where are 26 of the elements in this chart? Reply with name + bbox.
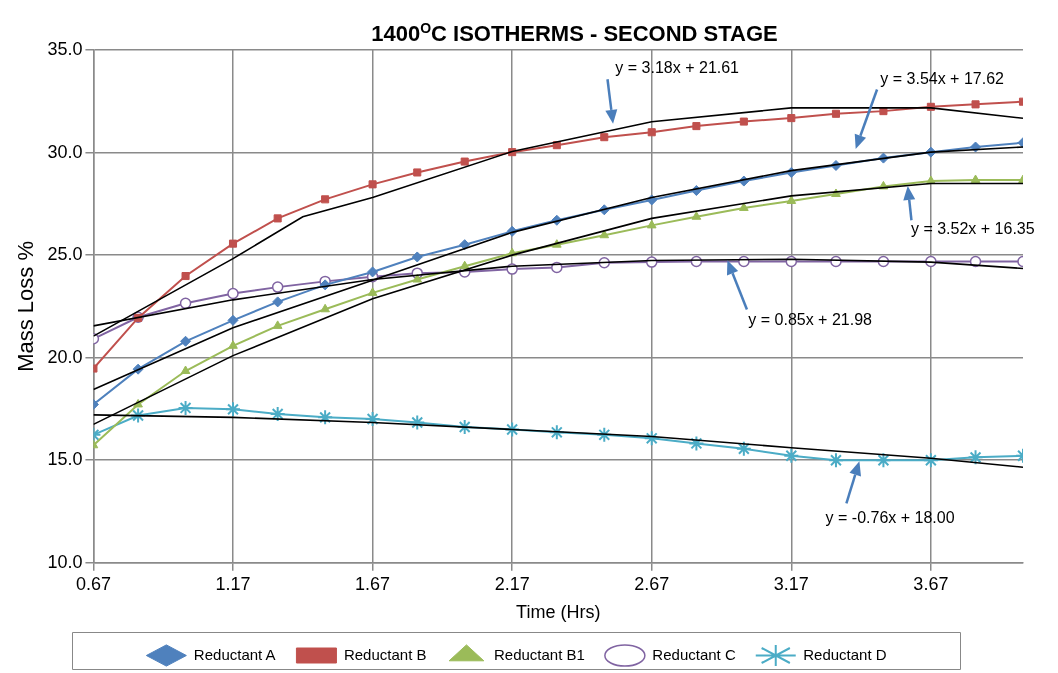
y-tick-label: 25.0 [47,244,83,265]
y-tick-label: 10.0 [47,551,83,572]
x-tick-label: 2.67 [634,573,670,594]
y-tick-label: 35.0 [47,38,83,59]
annotation: y = -0.76x + 18.00 [825,509,955,527]
chart-title: 1400$^{O}$C ISOTHERMS - SECOND STAGE [370,20,779,48]
legend-label: Reductant B1 [493,645,585,663]
x-tick-label: 3.17 [773,573,809,594]
y-axis-title: Mass Loss % [13,240,39,372]
x-axis-title: Time (Hrs) [516,602,601,623]
annotation: y = 3.52x + 16.35 [910,220,1035,238]
y-tick-label: 30.0 [47,141,83,162]
legend-label: Reductant B [343,645,427,663]
annotation: y = 3.18x + 21.61 [615,58,740,76]
x-tick-label: 1.67 [355,573,391,594]
annotation: y = 3.54x + 17.62 [880,69,1005,87]
x-tick-label: 3.67 [913,573,949,594]
y-tick-label: 20.0 [47,346,83,367]
x-tick-label: 2.17 [494,573,530,594]
legend-label: Reductant A [193,645,276,663]
x-tick-label: 1.17 [215,573,251,594]
annotation: y = 0.85x + 21.98 [748,311,873,329]
legend-label: Reductant D [803,645,887,663]
y-tick-label: 15.0 [47,449,83,470]
x-tick-label: 0.67 [75,573,111,594]
legend-label: Reductant C [652,645,736,663]
